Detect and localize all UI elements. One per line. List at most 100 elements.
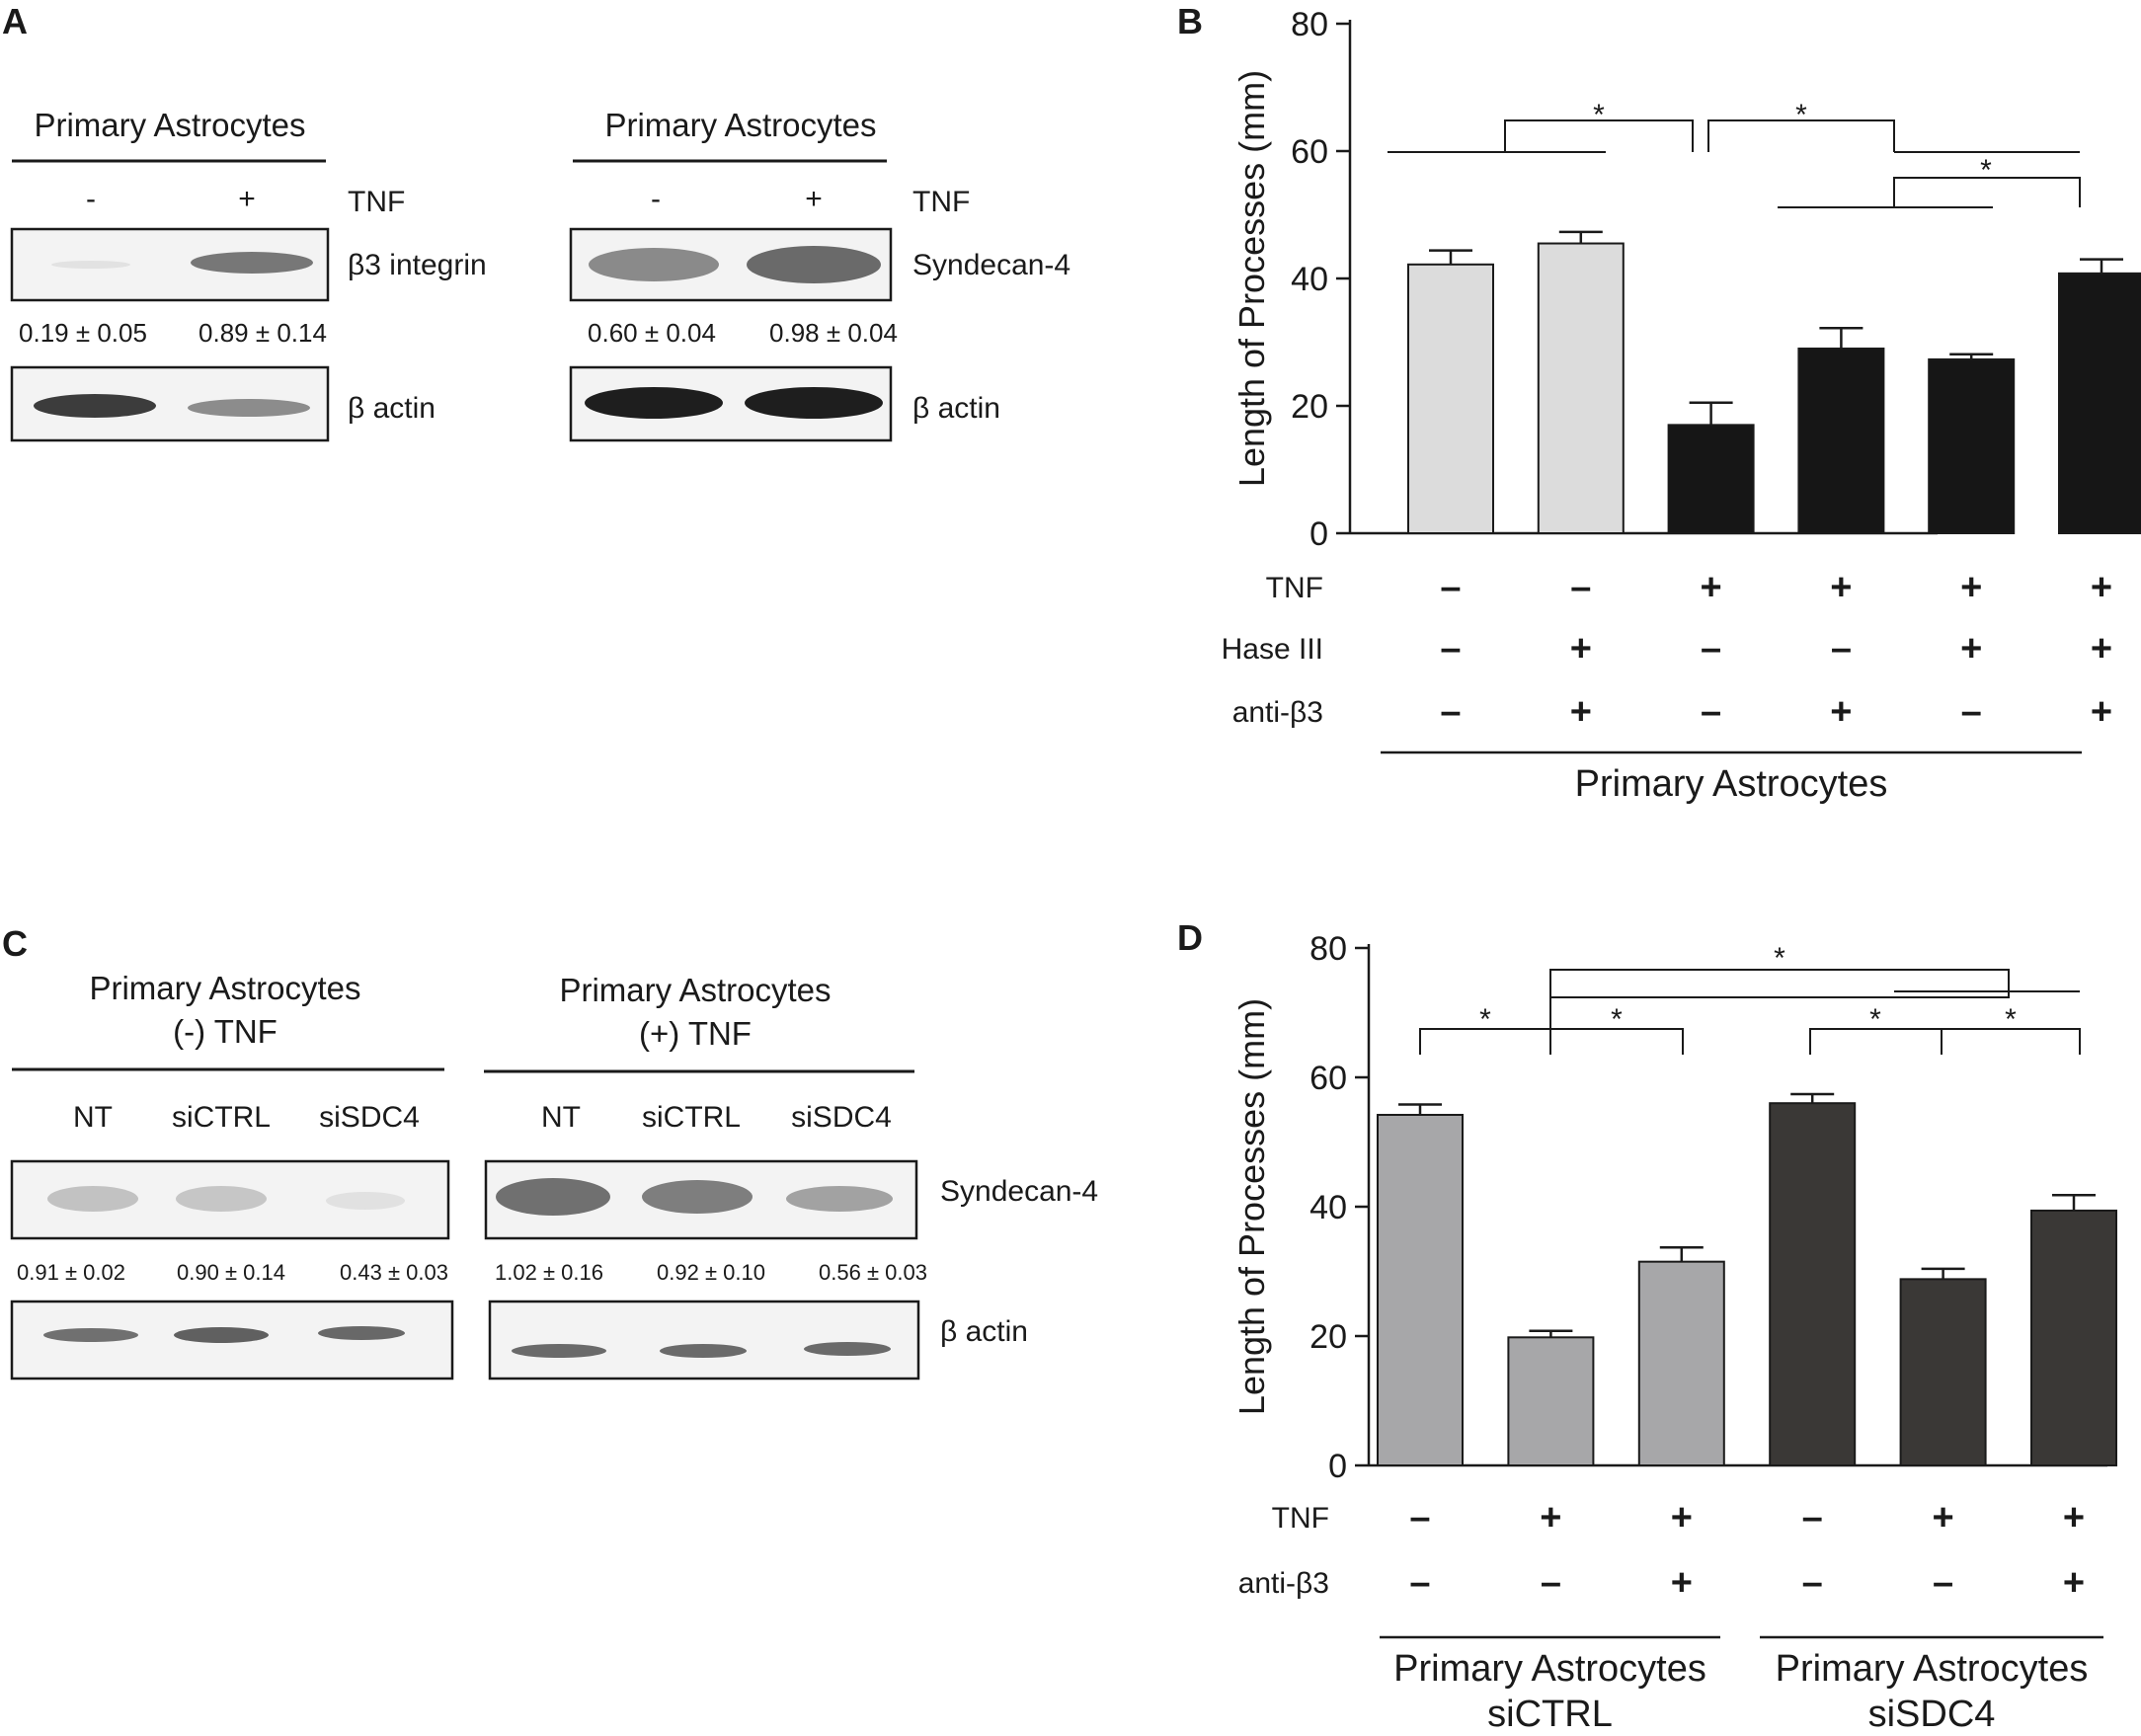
blot-a1: Primary Astrocytes - + TNF β3 integrin 0…: [10, 107, 487, 442]
blot-c1-quant-1: 0.91 ± 0.02: [17, 1260, 125, 1285]
bar: [1537, 242, 1625, 534]
condition-row-label: anti-β3: [1238, 1567, 1329, 1600]
blot-a1-band-minus: [51, 261, 130, 269]
condition-sign: –: [1440, 691, 1461, 733]
y-tick-label: 80: [1291, 6, 1328, 43]
condition-sign: +: [1671, 1562, 1693, 1604]
condition-sign: –: [1961, 691, 1982, 733]
significance-bracket: [1549, 969, 2010, 997]
blot-a2-band-plus: [747, 246, 881, 283]
y-axis-title: Length of Processes (mm): [1231, 70, 1272, 487]
blot-c1-title-line2: (-) TNF: [173, 1013, 278, 1050]
condition-row-label: TNF: [1272, 1502, 1329, 1535]
condition-sign: +: [2063, 1497, 2085, 1539]
condition-sign: +: [1960, 628, 1982, 670]
chart-b: B 0 20 40 60 80 Length of Processes (mm) TNF – –…: [1177, 1, 2141, 805]
significance-star: *: [1611, 1003, 1623, 1036]
blot-c2-lane-nt: NT: [541, 1101, 581, 1134]
blot-c2-actin-membrane: [488, 1300, 920, 1381]
condition-row-label: anti-β3: [1232, 696, 1323, 729]
blot-c1-actin-band-1: [43, 1328, 138, 1342]
blot-c2-actin-band-2: [660, 1344, 747, 1358]
condition-sign: –: [1409, 1497, 1430, 1539]
blot-a1-actin-band-2: [188, 399, 310, 417]
blot-a1-tnf-label: TNF: [348, 186, 405, 218]
y-axis-title: Length of Processes (mm): [1231, 998, 1272, 1415]
y-tick-label: 40: [1309, 1189, 1347, 1226]
blot-c1-actin-band-2: [174, 1327, 269, 1343]
condition-sign: +: [1830, 691, 1852, 733]
y-tick-label: 20: [1309, 1318, 1347, 1356]
blot-c1-actin-band-3: [318, 1326, 405, 1340]
blot-c2-quant-3: 0.56 ± 0.03: [819, 1260, 927, 1285]
condition-sign: –: [1570, 567, 1591, 608]
bar: [1637, 1260, 1725, 1467]
y-tick-label: 60: [1309, 1060, 1347, 1097]
group-label: siSDC4: [1868, 1694, 1996, 1735]
panel-a: A Primary Astrocytes - + TNF β3 integrin…: [2, 1, 1070, 442]
blot-a2-quant-1: 0.60 ± 0.04: [588, 318, 716, 348]
blot-a1-band-plus: [191, 252, 313, 274]
blot-c1-lane-sisdc4: siSDC4: [319, 1101, 420, 1134]
blot-c2-title-line2: (+) TNF: [639, 1015, 752, 1052]
bar: [1407, 263, 1494, 534]
condition-sign: –: [1440, 628, 1461, 670]
significance-bracket: [1549, 991, 2010, 1029]
blot-c2-quant-1: 1.02 ± 0.16: [495, 1260, 603, 1285]
condition-sign: +: [1960, 567, 1982, 608]
condition-sign: –: [1409, 1562, 1430, 1604]
y-tick-label: 40: [1291, 261, 1328, 298]
blot-a1-lane-plus: +: [238, 183, 256, 215]
blot-a2-title: Primary Astrocytes: [604, 107, 876, 143]
panel-c: C Primary Astrocytes (-) TNF NT siCTRL s…: [2, 923, 1098, 1381]
panel-d-label: D: [1177, 917, 1203, 958]
condition-sign: +: [2091, 628, 2112, 670]
bar: [1769, 1102, 1857, 1466]
blot-c2: Primary Astrocytes (+) TNF NT siCTRL siS…: [484, 972, 1098, 1381]
significance-bracket: [1504, 119, 1694, 152]
panel-c-label: C: [2, 923, 28, 964]
significance-star: *: [1479, 1003, 1491, 1036]
blot-c2-title-line1: Primary Astrocytes: [559, 972, 831, 1008]
condition-sign: +: [2091, 691, 2112, 733]
bar: [2030, 1209, 2117, 1467]
condition-sign: +: [1932, 1497, 1953, 1539]
group-label: siCTRL: [1487, 1694, 1613, 1735]
condition-sign: +: [2063, 1562, 2085, 1604]
blot-a2-actin-band-2: [745, 387, 883, 419]
blot-a1-quant-2: 0.89 ± 0.14: [198, 318, 327, 348]
blot-a2-lane-plus: +: [805, 183, 823, 215]
blot-a2-actin-band-1: [585, 387, 723, 419]
significance-star: *: [1869, 1003, 1881, 1036]
blot-c2-lane-sisdc4: siSDC4: [791, 1101, 892, 1134]
condition-sign: –: [1701, 628, 1721, 670]
condition-sign: +: [1700, 567, 1721, 608]
significance-star: *: [1795, 99, 1807, 131]
blot-c-loading-label: β actin: [940, 1315, 1028, 1348]
condition-sign: +: [1540, 1497, 1561, 1539]
condition-sign: –: [1541, 1562, 1561, 1604]
blot-a2-loading-label: β actin: [912, 392, 1000, 425]
blot-a2: Primary Astrocytes - + TNF Syndecan-4 0.…: [569, 107, 1070, 442]
blot-c1-band-nt: [47, 1186, 138, 1212]
chart-d: D 0 20 40 60 80 Length of Processes (mm) TNF – +…: [1177, 917, 2117, 1735]
blot-a2-lane-minus: -: [651, 183, 661, 215]
blot-c2-band-sisdc4: [786, 1186, 893, 1212]
blot-c1-band-sisdc4: [326, 1192, 405, 1210]
blot-a1-target-label: β3 integrin: [348, 249, 487, 281]
condition-sign: –: [1802, 1497, 1823, 1539]
bar: [1667, 424, 1755, 535]
significance-star: *: [1593, 99, 1605, 131]
bar: [1928, 357, 2016, 535]
condition-sign: –: [1831, 628, 1852, 670]
blot-c1-lane-nt: NT: [73, 1101, 113, 1134]
blot-c1-quant-3: 0.43 ± 0.03: [340, 1260, 448, 1285]
blot-a1-quant-1: 0.19 ± 0.05: [19, 318, 147, 348]
blot-c2-band-nt: [496, 1178, 610, 1216]
condition-sign: +: [1671, 1497, 1693, 1539]
blot-a2-tnf-label: TNF: [912, 186, 970, 218]
blot-a1-loading-label: β actin: [348, 392, 436, 425]
condition-row-label: Hase III: [1222, 633, 1323, 666]
blot-c2-actin-band-1: [512, 1344, 606, 1358]
